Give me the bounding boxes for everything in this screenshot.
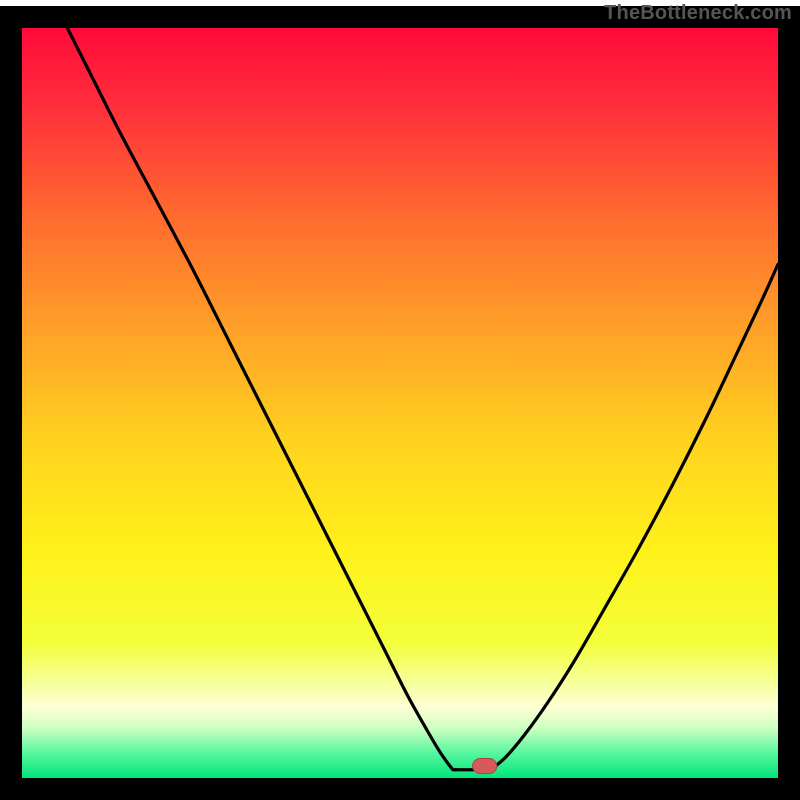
optimal-marker <box>473 759 497 774</box>
bottleneck-chart <box>0 0 800 800</box>
watermark: TheBottleneck.com <box>604 2 792 25</box>
